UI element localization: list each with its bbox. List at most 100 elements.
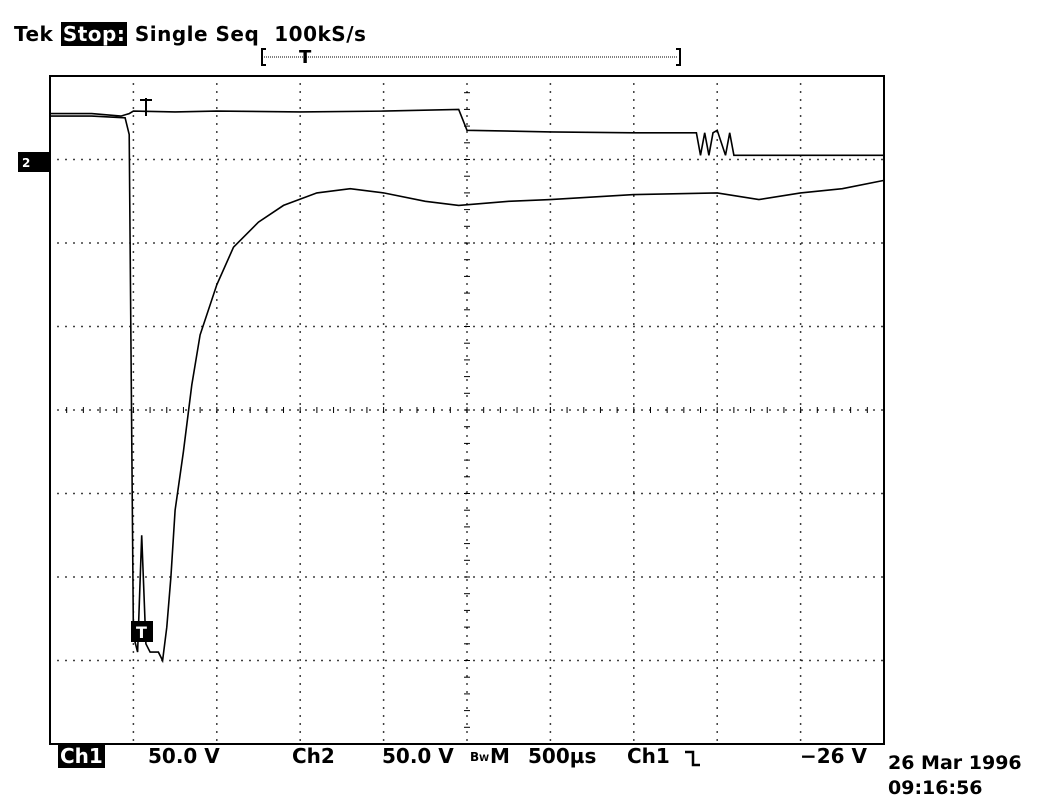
grid-dot (466, 515, 468, 517)
grid-dot (801, 409, 803, 411)
grid-dot (57, 325, 59, 328)
grid-dot (216, 635, 218, 637)
grid-dot (382, 691, 385, 693)
grid-dot (705, 158, 707, 161)
grid-dot (549, 483, 552, 485)
grid-dot (216, 435, 218, 437)
grid-dot (121, 325, 123, 328)
grid-dot (673, 659, 675, 662)
grid-dot (73, 659, 75, 662)
grid-dot (299, 435, 301, 437)
grid-dot (673, 158, 675, 161)
grid-dot (769, 659, 771, 662)
grid-dot (216, 483, 218, 485)
grid-dot (169, 576, 171, 578)
grid-dot (257, 158, 259, 161)
grid-dot (737, 576, 739, 578)
grid-dot (425, 158, 427, 161)
grid-dot (97, 659, 99, 662)
grid-dot (216, 667, 218, 669)
grid-dot (817, 576, 819, 578)
grid-dot (382, 667, 385, 669)
grid-dot (132, 331, 135, 333)
grid-dot (299, 379, 301, 381)
grid-dot (777, 576, 779, 578)
grid-dot (729, 158, 731, 161)
grid-dot (132, 323, 135, 325)
grid-dot (132, 643, 135, 645)
grid-dot (641, 325, 643, 328)
grid-dot (633, 251, 635, 253)
grid-dot (382, 139, 385, 141)
grid-dot (382, 123, 385, 125)
grid-dot (297, 158, 299, 161)
grid-dot (299, 691, 301, 693)
grid-dot (299, 363, 301, 365)
grid-dot (132, 299, 135, 301)
grid-dot (716, 347, 718, 349)
grid-dot (193, 158, 195, 161)
grid-dot (825, 242, 827, 244)
grid-dot (382, 195, 385, 197)
grid-dot (466, 635, 468, 637)
grid-dot (377, 325, 379, 328)
grid-dot (216, 499, 218, 501)
grid-dot (329, 492, 331, 495)
grid-dot (716, 371, 718, 373)
grid-dot (777, 325, 779, 328)
grid-dot (657, 158, 659, 161)
grid-dot (393, 576, 395, 578)
ch1-label: Ch1 (58, 744, 105, 768)
grid-dot (716, 315, 718, 317)
grid-dot (799, 339, 802, 341)
grid-dot (713, 576, 715, 578)
grid-dot (716, 667, 718, 669)
grid-dot (299, 331, 301, 333)
grid-dot (345, 492, 347, 495)
grid-dot (857, 492, 859, 495)
grid-dot (633, 563, 635, 565)
grid-dot (689, 158, 691, 161)
grid-dot (441, 492, 443, 495)
grid-dot (873, 409, 875, 411)
grid-dot (377, 659, 379, 662)
grid-dot (549, 339, 552, 341)
grid-dot (216, 515, 218, 517)
grid-dot (633, 147, 635, 149)
grid-dot (753, 492, 755, 495)
grid-dot (449, 659, 451, 662)
grid-dot (673, 242, 675, 244)
grid-dot (449, 492, 451, 495)
grid-dot (161, 325, 163, 328)
grid-dot (633, 179, 635, 181)
grid-dot (799, 659, 802, 661)
grid-dot (297, 325, 299, 328)
grid-dot (382, 291, 385, 293)
grid-dot (799, 171, 802, 173)
grid-dot (382, 451, 385, 453)
grid-dot (382, 643, 385, 645)
grid-dot (553, 576, 555, 578)
grid-dot (299, 419, 301, 421)
grid-dot (132, 179, 135, 181)
grid-dot (345, 576, 347, 578)
grid-dot (633, 107, 635, 109)
grid-dot (799, 683, 802, 685)
grid-dot (633, 163, 635, 165)
grid-dot (297, 242, 299, 244)
grid-dot (425, 325, 427, 328)
grid-dot (785, 492, 787, 495)
grid-dot (549, 323, 552, 325)
grid-dot (529, 325, 531, 328)
grid-dot (799, 723, 802, 725)
grid-dot (201, 242, 203, 244)
grid-dot (121, 576, 123, 578)
grid-dot (825, 158, 827, 161)
grid-dot (105, 576, 107, 578)
grid-dot (105, 242, 107, 244)
grid-dot (817, 409, 819, 411)
grid-dot (97, 492, 99, 495)
grid-dot (793, 409, 795, 411)
grid-dot (145, 576, 147, 578)
grid-dot (633, 699, 635, 701)
